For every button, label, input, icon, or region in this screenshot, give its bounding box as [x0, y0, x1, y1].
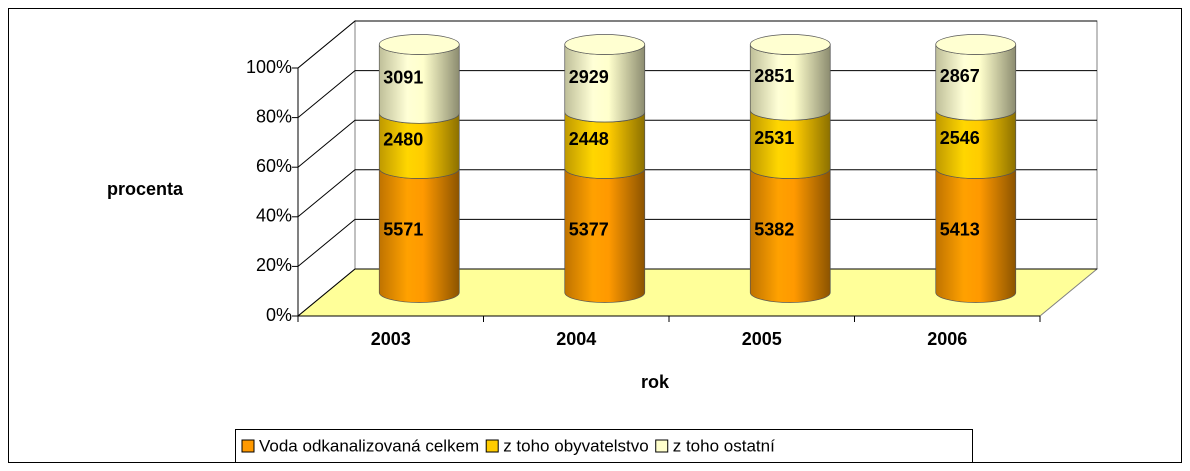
- y-tick-label: 0%: [266, 305, 292, 325]
- data-label: 5377: [569, 219, 609, 239]
- y-tick-label: 100%: [246, 57, 292, 77]
- data-label: 2480: [383, 130, 423, 150]
- side-wall: [297, 19, 356, 318]
- data-label: 2851: [754, 66, 794, 86]
- legend-swatch: [655, 439, 669, 453]
- grid-line: [297, 268, 1097, 317]
- legend-label: Voda odkanalizovaná celkem: [259, 436, 479, 455]
- x-tick-label: 2006: [927, 329, 967, 349]
- data-label: 2929: [569, 67, 609, 87]
- y-tick-label: 40%: [256, 206, 292, 226]
- grid-line: [297, 169, 1097, 218]
- y-tick-label: 60%: [256, 156, 292, 176]
- x-tick-label: 2004: [556, 329, 596, 349]
- bar-top: [564, 34, 646, 55]
- data-label: 2867: [940, 66, 980, 86]
- legend-swatch: [485, 439, 499, 453]
- grid-line: [297, 119, 1097, 168]
- legend-label: z toho ostatní: [673, 436, 775, 455]
- data-label: 2546: [940, 128, 980, 148]
- data-label: 2531: [754, 128, 794, 148]
- grid-line: [297, 218, 1097, 267]
- legend-swatch: [241, 439, 255, 453]
- y-tick-label: 80%: [256, 106, 292, 126]
- x-tick-label: 2003: [371, 329, 411, 349]
- y-tick-label: 20%: [256, 255, 292, 275]
- bar-top: [378, 34, 460, 55]
- data-label: 5413: [940, 219, 980, 239]
- bar-top: [935, 34, 1017, 55]
- x-tick-label: 2005: [742, 329, 782, 349]
- grid-line: [297, 70, 1097, 118]
- legend-label: z toho obyvatelstvo: [503, 436, 649, 455]
- legend-box: [235, 429, 973, 463]
- data-label: 5571: [383, 219, 423, 239]
- grid-line: [297, 20, 1097, 69]
- bar-top: [749, 34, 831, 55]
- x-axis-title: rok: [641, 372, 670, 392]
- data-label: 2448: [569, 129, 609, 149]
- data-label: 5382: [754, 219, 794, 239]
- y-axis-title: procenta: [107, 179, 184, 199]
- data-label: 3091: [383, 68, 423, 88]
